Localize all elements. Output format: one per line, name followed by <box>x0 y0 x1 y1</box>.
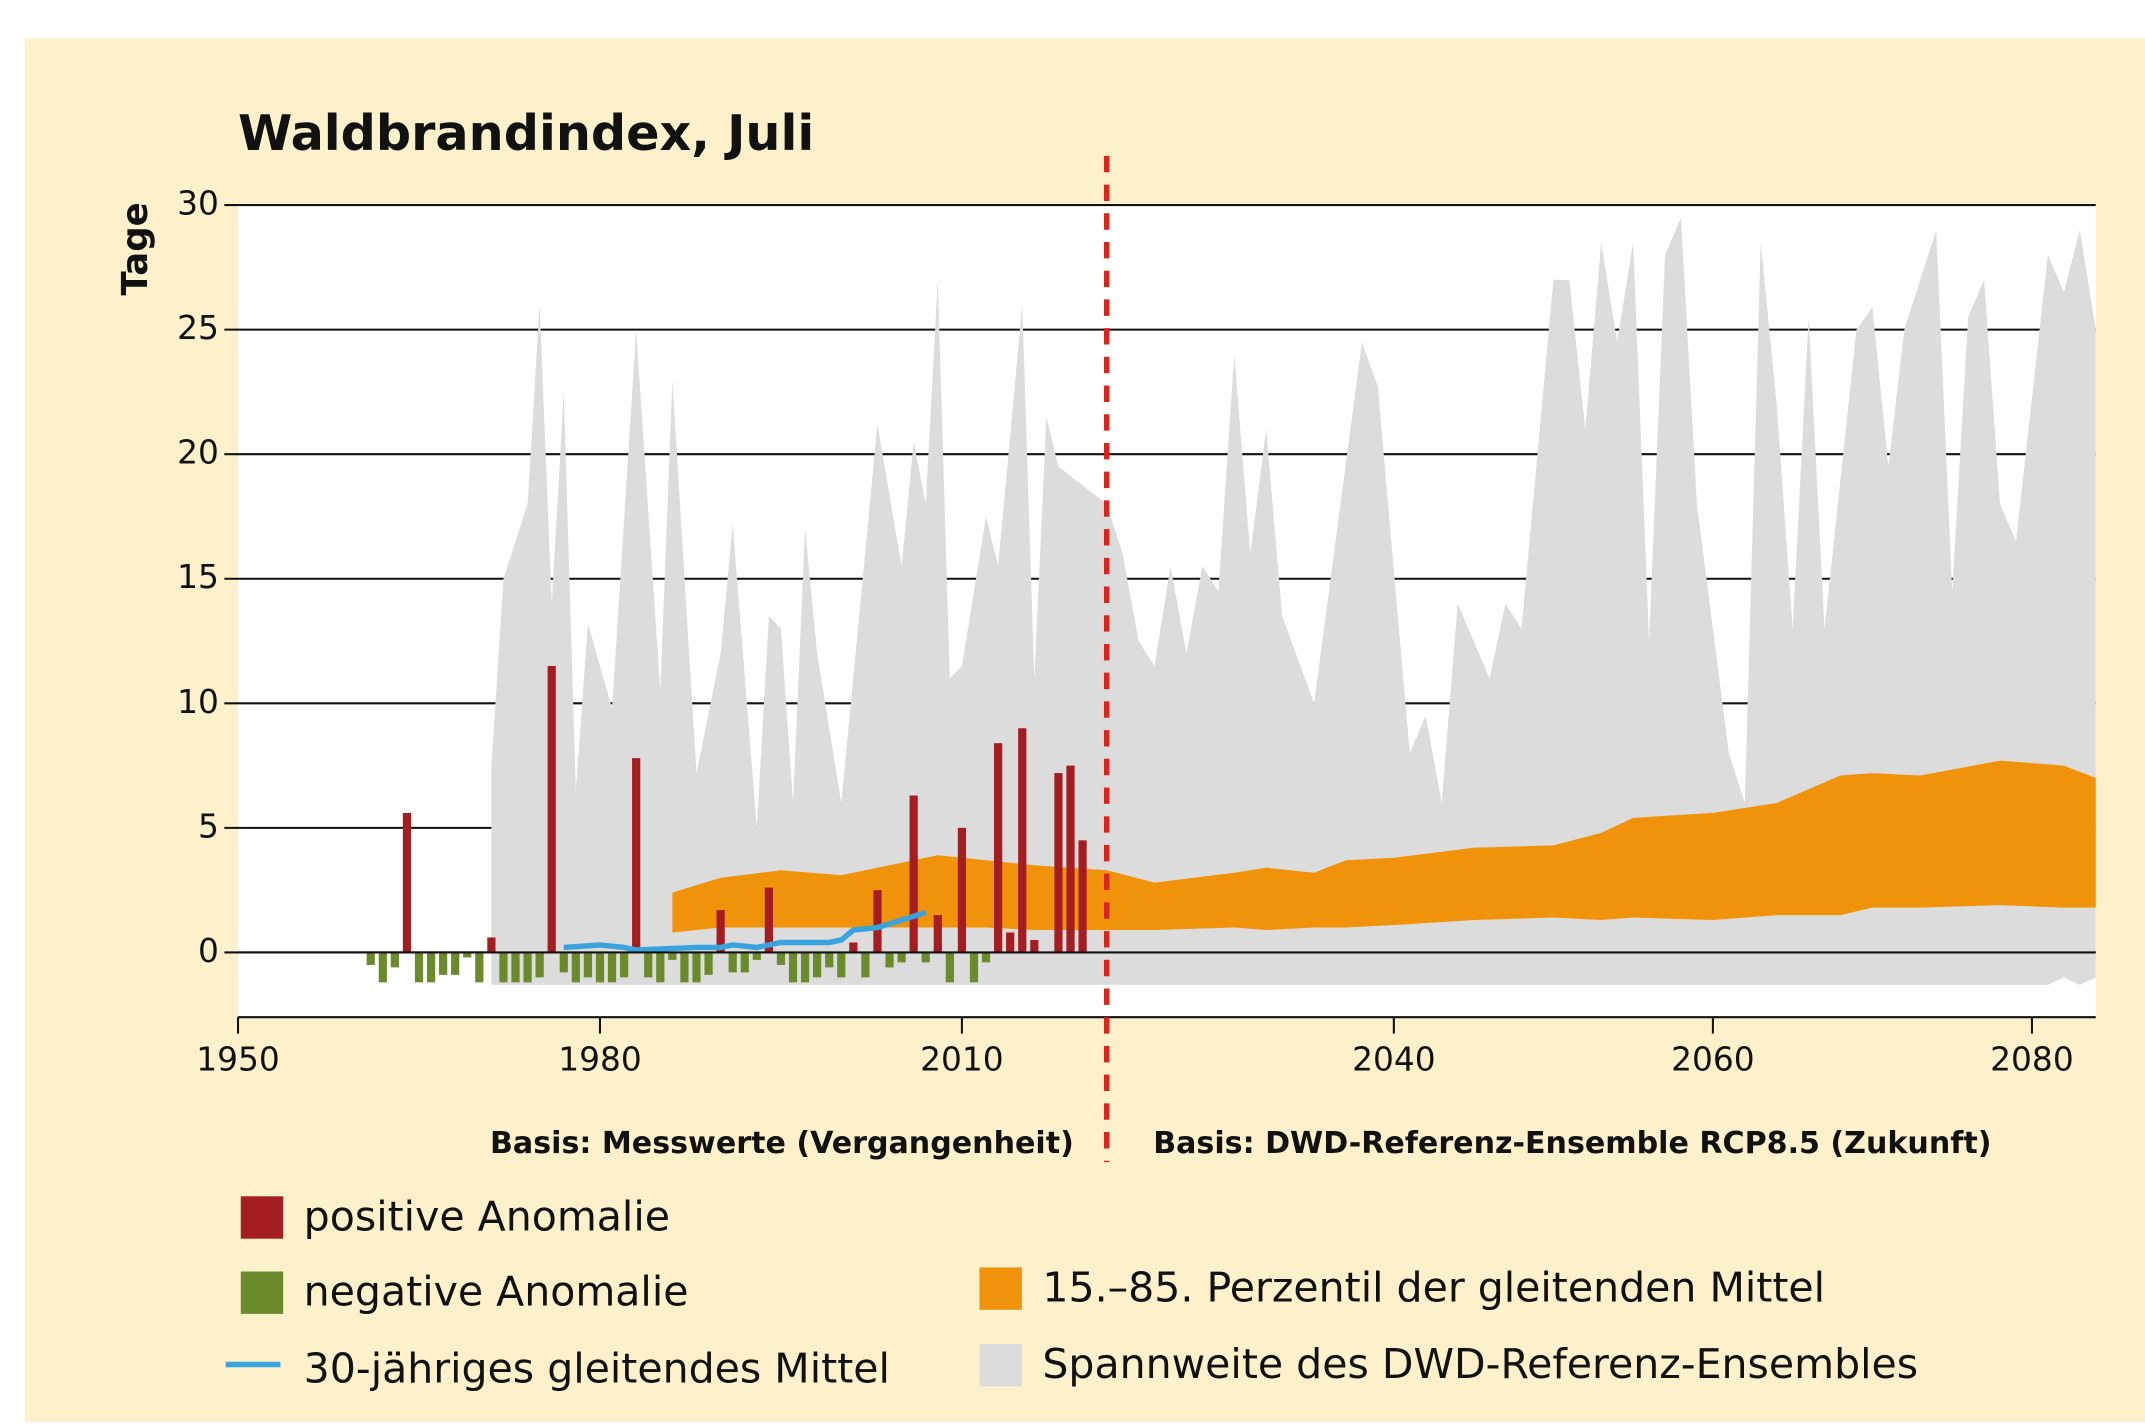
bar <box>390 952 399 968</box>
bar <box>523 952 532 983</box>
bar <box>426 952 436 983</box>
bar <box>994 743 1003 953</box>
bar <box>716 910 725 953</box>
bar <box>957 827 967 953</box>
bar <box>644 952 653 978</box>
y-tick-label: 30 <box>177 185 219 223</box>
bar <box>451 952 460 975</box>
bar <box>378 952 387 983</box>
bar <box>897 952 906 963</box>
bar <box>511 952 520 983</box>
y-axis-label: Tage <box>115 202 156 295</box>
bar <box>656 952 665 983</box>
bar <box>680 952 689 983</box>
bar <box>487 937 496 953</box>
bar <box>366 952 375 965</box>
bar <box>439 952 448 975</box>
bar <box>414 952 424 983</box>
bar <box>571 952 580 983</box>
bar <box>813 952 822 978</box>
x-tick-label: 1950 <box>196 1040 280 1078</box>
legend-label: positive Anomalie <box>304 1193 670 1241</box>
y-tick-label: 0 <box>198 932 219 970</box>
areas <box>491 217 2096 985</box>
bar <box>1018 728 1027 953</box>
x-tick-label: 2010 <box>920 1040 1004 1078</box>
bar <box>1054 773 1063 953</box>
y-tick-label: 20 <box>177 434 219 472</box>
bar <box>873 890 882 953</box>
chart-title: Waldbrandindex, Juli <box>238 104 814 162</box>
bar <box>728 952 737 973</box>
x-tick-label: 2080 <box>1990 1040 2074 1078</box>
bar <box>981 952 991 963</box>
bar <box>1066 765 1075 953</box>
bar <box>945 952 954 983</box>
marks <box>366 665 1087 983</box>
bar <box>475 952 484 983</box>
bar <box>1030 939 1039 953</box>
bar <box>583 952 593 978</box>
bar <box>668 952 677 960</box>
y-tick-label: 15 <box>177 558 219 596</box>
bar <box>535 952 544 978</box>
bar <box>1078 840 1087 953</box>
percentile-area <box>672 760 2096 933</box>
bar <box>1006 932 1015 953</box>
x-tick-label: 1980 <box>558 1040 642 1078</box>
legend-label: negative Anomalie <box>304 1268 689 1316</box>
legend-swatch <box>240 1271 284 1314</box>
y-tick-label: 5 <box>198 807 219 845</box>
range-area <box>491 217 2096 985</box>
bar <box>547 665 556 953</box>
y-tick-label: 10 <box>177 683 219 721</box>
legend-label: Spannweite des DWD-Referenz-Ensembles <box>1042 1340 1918 1388</box>
bar <box>933 915 942 953</box>
legend-label: 15.–85. Perzentil der gleitenden Mittel <box>1042 1264 1825 1312</box>
bar <box>620 952 629 978</box>
bar <box>764 887 773 953</box>
bar <box>788 952 798 983</box>
legend-swatch <box>979 1343 1022 1387</box>
bar <box>559 952 568 973</box>
y-tick-label: 25 <box>177 309 219 347</box>
x-tick-label: 2060 <box>1671 1040 1755 1078</box>
bar <box>909 795 918 953</box>
note: Basis: DWD-Referenz-Ensemble RCP8.5 (Zuk… <box>1153 1126 1991 1161</box>
bar <box>837 952 846 978</box>
bar <box>849 942 858 953</box>
bar <box>752 952 761 960</box>
bar <box>825 952 834 968</box>
axes: 0 5 10 15 20 25 30 1950 1980 2010 2040 2060 2080 <box>177 155 2096 1163</box>
legend-swatch <box>979 1267 1022 1310</box>
bar <box>861 952 870 978</box>
bar <box>632 758 641 953</box>
bar <box>704 952 713 975</box>
bar <box>499 952 508 983</box>
note: Basis: Messwerte (Vergangenheit) <box>490 1126 1074 1161</box>
x-tick-label: 2040 <box>1352 1040 1436 1078</box>
bar <box>776 952 786 965</box>
bar <box>740 952 749 973</box>
bar <box>402 812 412 953</box>
bar <box>692 952 701 983</box>
bar <box>800 952 810 983</box>
legend: positive Anomalie negative Anomalie 30-jäh… <box>225 1193 1918 1392</box>
legend-swatch <box>240 1196 284 1239</box>
mean-line <box>563 909 927 953</box>
bar <box>607 952 617 983</box>
bar <box>463 952 472 958</box>
bar <box>969 952 979 983</box>
legend-label: 30-jähriges gleitendes Mittel <box>304 1344 890 1392</box>
bar <box>885 952 894 968</box>
bar <box>921 952 930 963</box>
bar <box>595 952 605 983</box>
